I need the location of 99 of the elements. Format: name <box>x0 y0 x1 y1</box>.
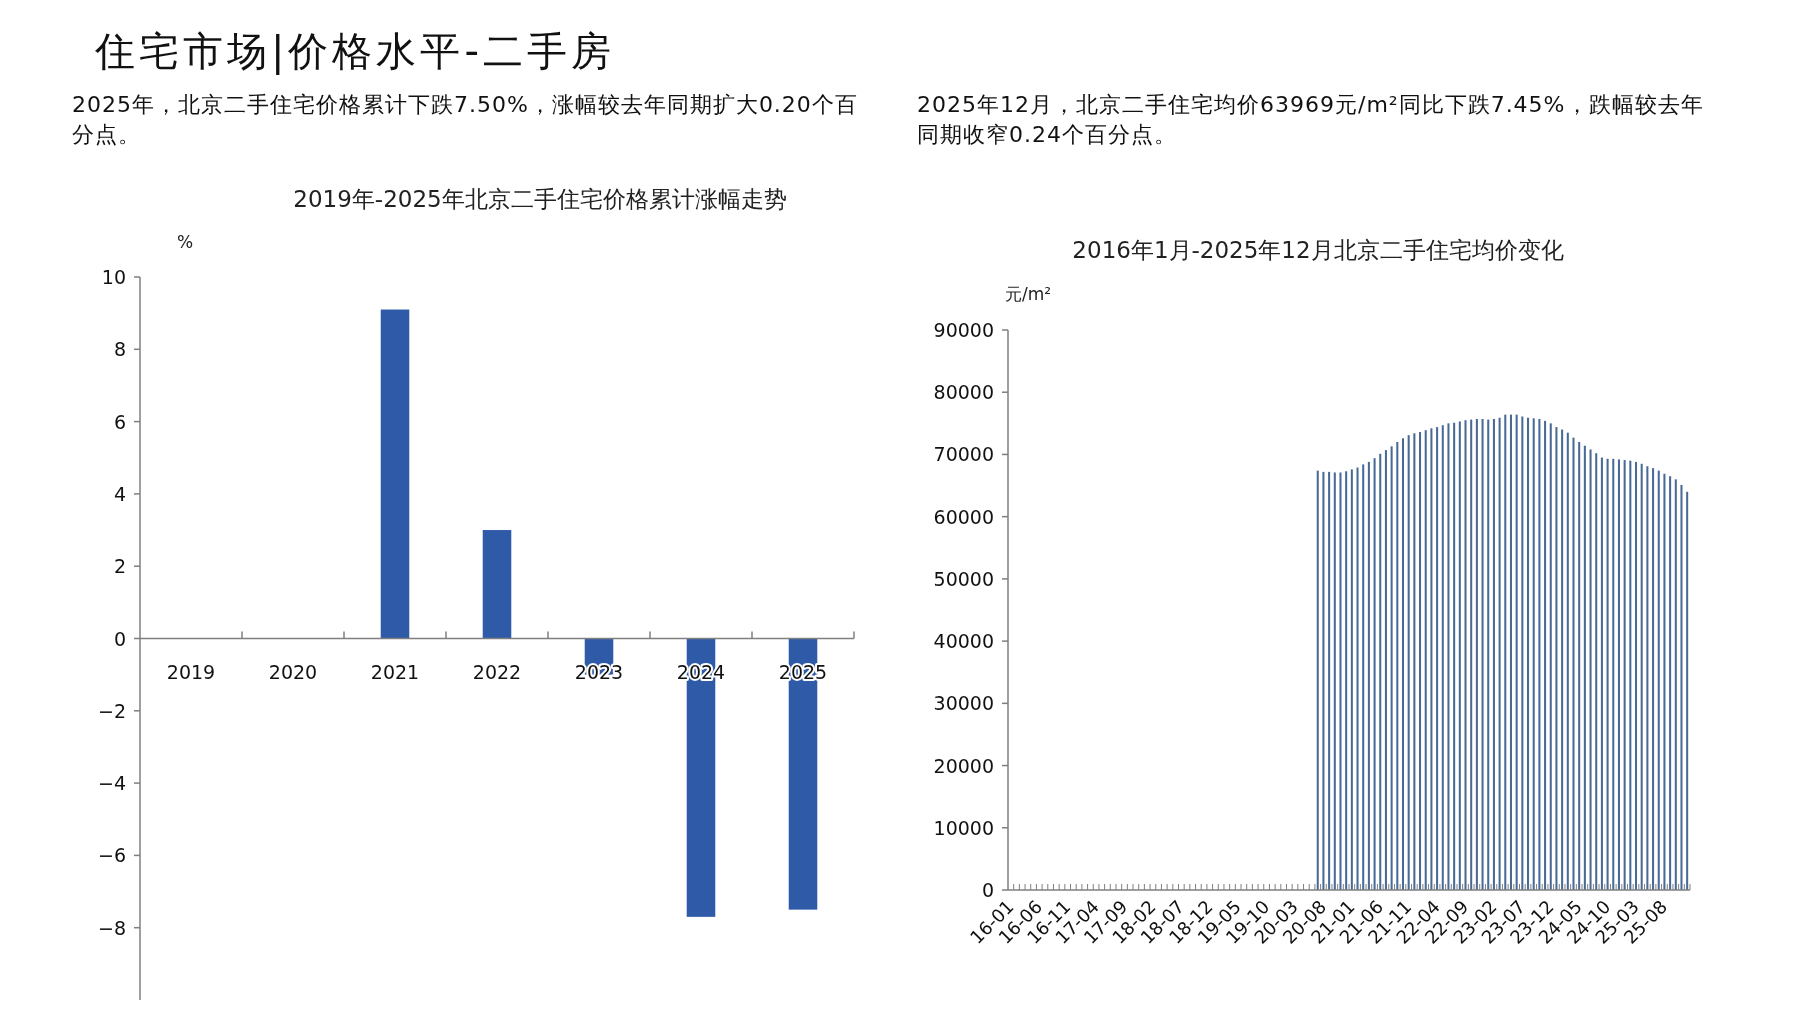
y-tick-label: 20000 <box>933 754 994 777</box>
bar <box>1509 414 1512 890</box>
bar <box>1498 417 1501 890</box>
y-tick-label: 10000 <box>933 816 994 839</box>
y-tick-label: 4 <box>113 482 126 505</box>
bar <box>1373 458 1376 890</box>
bar <box>1600 457 1603 890</box>
y-tick-label: 30000 <box>933 692 994 715</box>
y-tick-label: 40000 <box>933 630 994 653</box>
bar <box>1362 464 1365 890</box>
y-tick-label: 6 <box>113 410 126 433</box>
bar <box>1657 470 1660 890</box>
bar <box>1396 442 1399 890</box>
bar <box>482 530 512 639</box>
bar <box>1401 438 1405 890</box>
y-axis-title: % <box>176 232 194 252</box>
bar <box>1527 417 1530 890</box>
bar <box>1646 466 1649 890</box>
y-axis-title: 元/m² <box>1005 284 1052 304</box>
y-tick-label: −8 <box>97 916 126 939</box>
bar <box>1640 463 1643 890</box>
bar <box>1652 468 1655 890</box>
x-tick-label: 2020 <box>268 660 318 683</box>
bar <box>1424 430 1427 890</box>
bar <box>1481 418 1484 890</box>
y-tick-label: 0 <box>113 627 126 650</box>
bar <box>1686 491 1689 890</box>
bar <box>1561 429 1564 890</box>
y-tick-label: 8 <box>113 338 126 361</box>
bar <box>1629 460 1632 890</box>
bar <box>1634 461 1638 890</box>
text: 2025年，北京二手住宅价格累计下跌7.50%，涨幅较去年同期扩大0.20个百分点。 <box>72 91 859 149</box>
bar <box>1470 419 1473 890</box>
bar <box>1350 469 1353 890</box>
bar <box>1623 460 1626 890</box>
bar <box>1583 445 1586 890</box>
chart-title: 2016年1月-2025年12月北京二手住宅均价变化 <box>1072 237 1564 263</box>
bar <box>1521 416 1524 890</box>
y-tick-label: 70000 <box>933 443 994 466</box>
bar <box>1532 418 1535 890</box>
y-tick-label: 2 <box>113 555 126 578</box>
bar <box>1566 432 1569 890</box>
bar <box>1316 470 1319 890</box>
text: 2025年12月，北京二手住宅均价63969元/m²同比下跌7.45%，跌幅较去年同期收窄0.24个百分点。 <box>917 91 1705 149</box>
bar <box>1475 418 1478 890</box>
bar <box>1356 467 1359 890</box>
bar <box>1549 423 1552 890</box>
bar <box>1367 461 1370 890</box>
bar <box>1515 414 1518 890</box>
y-tick-label: 80000 <box>933 381 994 404</box>
y-tick-label: 60000 <box>933 505 994 528</box>
bar <box>1436 427 1439 890</box>
bar <box>1441 425 1444 890</box>
bar <box>1345 471 1348 890</box>
bar <box>1322 471 1325 890</box>
bar <box>1674 479 1677 890</box>
bar <box>1589 449 1592 890</box>
bar <box>1680 484 1683 890</box>
bar <box>1333 472 1336 890</box>
x-tick-label: 2022 <box>472 660 522 683</box>
text: 住宅市场|价格水平-二手房 <box>95 27 616 77</box>
bar <box>1555 427 1558 890</box>
bar <box>1390 446 1393 890</box>
bar <box>1328 471 1331 890</box>
bar <box>1379 453 1382 890</box>
x-tick-label: 2019 <box>166 660 216 683</box>
bar <box>1430 428 1433 890</box>
bar <box>1492 418 1495 890</box>
bar <box>1595 453 1598 890</box>
bar <box>1663 473 1666 890</box>
bar <box>1572 437 1575 890</box>
y-tick-label: −6 <box>97 844 126 867</box>
bar <box>1578 442 1581 890</box>
bar <box>1464 420 1467 890</box>
x-tick-label: 2021 <box>370 660 420 683</box>
y-tick-label: 10 <box>101 266 126 288</box>
bar <box>1453 422 1456 890</box>
y-tick-label: −2 <box>97 699 126 722</box>
bar <box>1407 435 1410 890</box>
bar <box>1612 458 1615 890</box>
chart-title: 2019年-2025年北京二手住宅价格累计涨幅走势 <box>293 186 787 212</box>
bar <box>1669 476 1672 890</box>
bar <box>1538 418 1541 890</box>
bar <box>1504 414 1507 890</box>
bar <box>1384 450 1387 890</box>
bar <box>1617 459 1620 890</box>
y-tick-label: −4 <box>97 772 126 795</box>
y-tick-label: 50000 <box>933 567 994 590</box>
bar <box>1413 433 1416 890</box>
bar <box>1544 420 1547 890</box>
bar <box>1447 423 1450 890</box>
bar <box>1487 419 1490 890</box>
bar <box>1339 472 1342 890</box>
y-tick-label: 0 <box>981 879 994 901</box>
bar <box>1606 458 1609 890</box>
y-tick-label: 90000 <box>933 319 994 341</box>
bar <box>380 309 410 639</box>
bar <box>1458 421 1461 890</box>
bar <box>1419 432 1422 890</box>
